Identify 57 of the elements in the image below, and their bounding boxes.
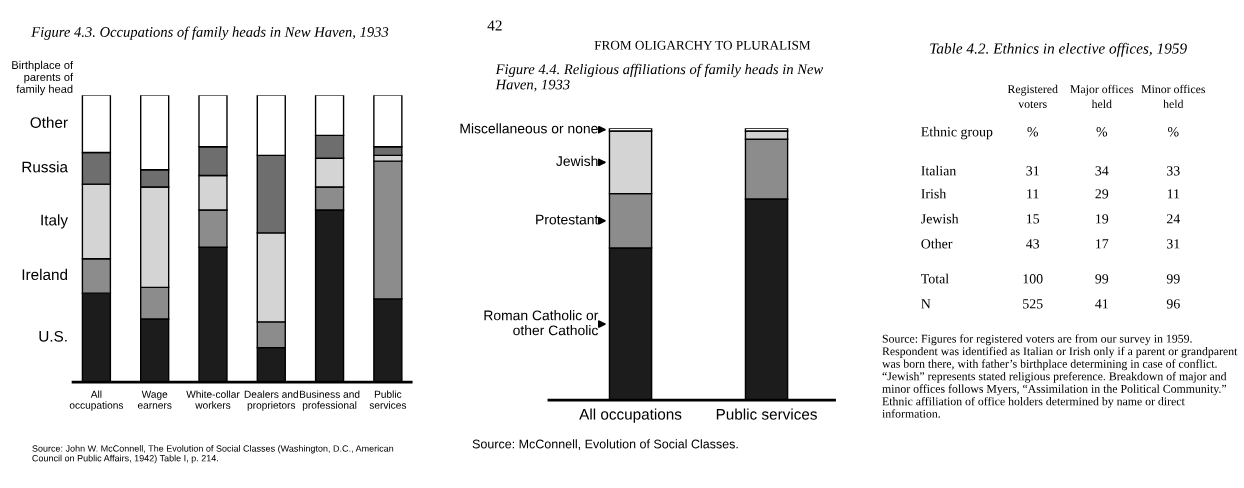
text: 19 <box>1096 214 1109 224</box>
text: 24 <box>1166 214 1181 224</box>
text: 100 <box>1023 274 1043 284</box>
text: 525 <box>1023 299 1043 309</box>
text: 29 <box>1095 189 1109 199</box>
text: 43 <box>1026 239 1040 249</box>
category-label: Other <box>921 238 953 249</box>
x-tick-label: Public services <box>369 390 407 409</box>
category-label: Registered voters <box>1007 84 1058 108</box>
text: 31 <box>1167 239 1180 249</box>
text: % <box>1096 127 1108 137</box>
x-tick-label: All occupations <box>579 408 682 423</box>
legend-label: Roman Catholic or other Catholic <box>484 310 599 336</box>
source-note: Source: John W. McConnell, The Evolution of Social Classes (Washington, D.C., American Council on Public Affairs, 1942) Table I, p. 214. <box>32 445 394 464</box>
source-note: Source: Figures for registered voters are from our survey in 1959. Respondent was identified as Italian or Irish only if a parent or grandparent was born there, with father’s birthplace determining in case of conflict. “Jewish” represents stated religious preference. Breakdown of major and minor offices follows Myers, “Assimilation in the Political Community.” Ethnic affiliation of office holders determined by name or direct information. <box>882 334 1238 418</box>
text: 11 <box>1027 189 1039 199</box>
text: 11 <box>1167 189 1180 199</box>
text: % <box>1027 127 1039 137</box>
x-tick-label: Public services <box>716 408 817 420</box>
series-label: Ireland <box>22 268 68 281</box>
x-tick-label: Dealers and proprietors <box>244 390 298 411</box>
chart-title: Figure 4.4. Religious affiliations of family heads in New Haven, 1933 <box>495 63 824 92</box>
x-tick-label: White-collar workers <box>186 390 240 409</box>
series-label: U.S. <box>39 330 67 342</box>
legend-label: Jewish <box>556 155 598 167</box>
source-note: Source: McConnell, Evolution of Social Classes. <box>472 439 738 450</box>
text: 99 <box>1095 274 1109 284</box>
text: FROM OLIGARCHY TO PLURALISM <box>594 40 811 50</box>
x-tick-label: Business and professional <box>299 390 360 411</box>
series-label: Italy <box>41 214 68 229</box>
legend-label: Protestant <box>536 214 599 225</box>
chart-title: Figure 4.3. Occupations of family heads in New Haven, 1933 <box>31 26 389 40</box>
category-label: Irish <box>921 188 947 199</box>
y-axis-title: Birthplace of parents of family head <box>12 60 74 96</box>
text: 99 <box>1166 274 1180 284</box>
category-label: Minor offices held <box>1141 84 1206 108</box>
category-label: Total <box>921 273 949 284</box>
category-label: Jewish <box>921 213 959 224</box>
series-label: Russia <box>22 161 69 173</box>
text: 31 <box>1026 166 1039 176</box>
series-label: Other <box>30 116 68 128</box>
text: % <box>1167 127 1179 137</box>
text: 34 <box>1095 166 1109 176</box>
text: 42 <box>487 20 502 31</box>
category-label: N <box>921 299 931 309</box>
text: Table 4.2. Ethnics in elective offices, 1959 <box>930 42 1187 57</box>
x-tick-label: All occupations <box>69 390 124 411</box>
text: 15 <box>1026 214 1040 224</box>
text: 33 <box>1167 166 1180 176</box>
legend-label: Miscellaneous or none <box>460 123 598 134</box>
category-label: Ethnic group <box>921 126 993 140</box>
text: 96 <box>1166 299 1180 309</box>
text: 41 <box>1095 299 1108 309</box>
text: 17 <box>1096 239 1109 249</box>
x-tick-label: Wage earners <box>137 390 172 409</box>
category-label: Major offices held <box>1070 84 1134 109</box>
category-label: Italian <box>921 165 957 176</box>
